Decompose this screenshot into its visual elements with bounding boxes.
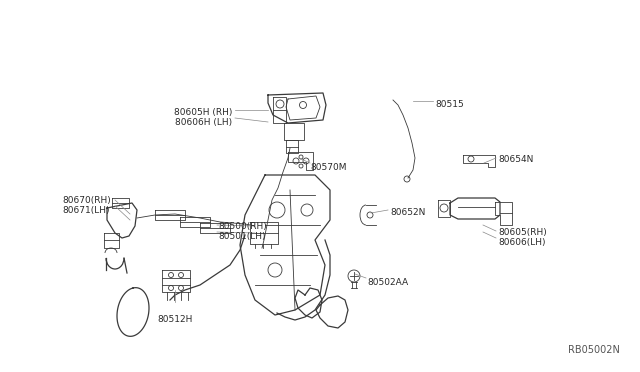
Text: 80500(RH): 80500(RH) — [218, 222, 267, 231]
Text: 80605H (RH): 80605H (RH) — [173, 108, 232, 117]
Text: 80671(LH): 80671(LH) — [62, 206, 109, 215]
Text: 80605(RH): 80605(RH) — [498, 228, 547, 237]
Text: 80570M: 80570M — [310, 163, 346, 172]
Text: 80502AA: 80502AA — [367, 278, 408, 287]
Text: 80512H: 80512H — [157, 315, 193, 324]
Text: 80501(LH): 80501(LH) — [218, 232, 266, 241]
Text: 80606(LH): 80606(LH) — [498, 238, 545, 247]
Text: 80670(RH): 80670(RH) — [62, 196, 111, 205]
Text: RB05002N: RB05002N — [568, 345, 620, 355]
Text: 80654N: 80654N — [498, 155, 533, 164]
Text: 80652N: 80652N — [390, 208, 426, 217]
Text: 80606H (LH): 80606H (LH) — [175, 118, 232, 127]
Text: 80515: 80515 — [435, 100, 464, 109]
